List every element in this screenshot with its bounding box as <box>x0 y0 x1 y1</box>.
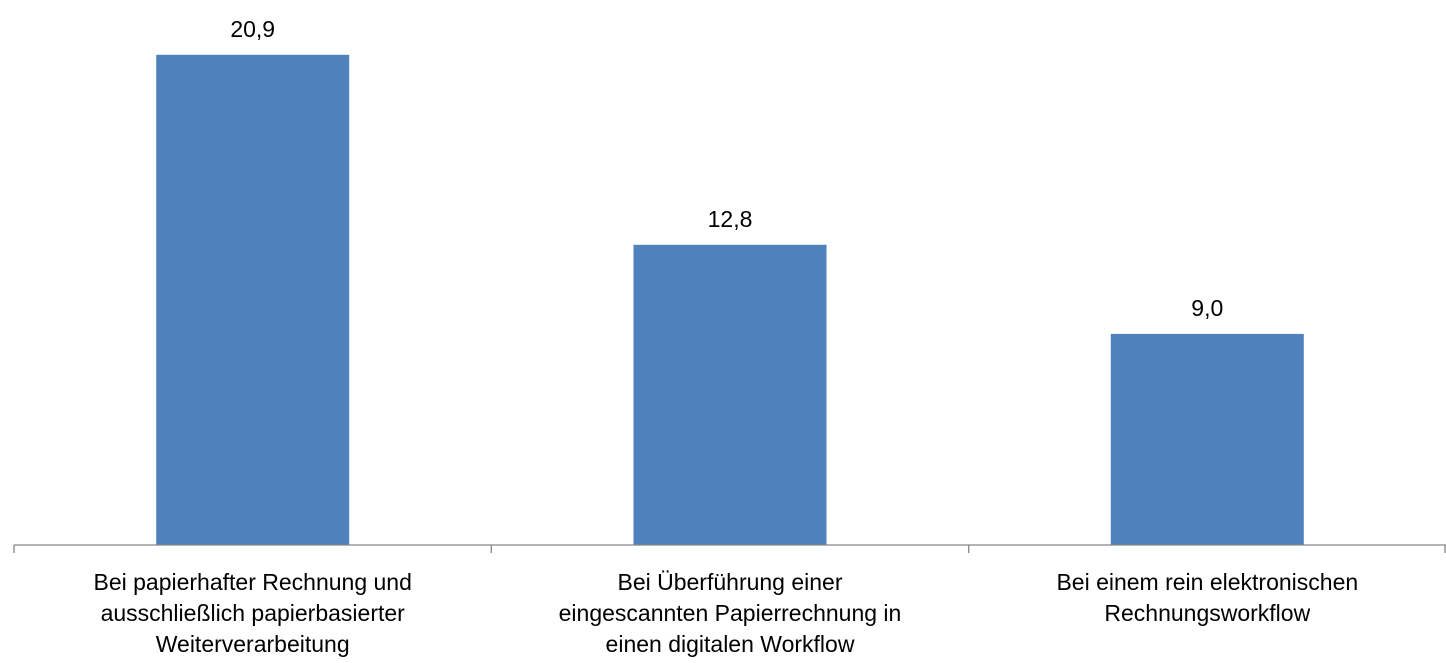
bar-3 <box>1110 333 1304 545</box>
category-label-line: Bei papierhafter Rechnung und <box>93 569 411 595</box>
category-label-line: Bei einem rein elektronischen <box>1056 569 1358 595</box>
category-label-line: eingescannten Papierrechnung in <box>559 600 902 626</box>
value-labels-group: 20,9 12,8 9,0 <box>230 16 1223 321</box>
category-label-line: Bei Überführung einer <box>617 569 842 595</box>
value-label-3: 9,0 <box>1191 295 1223 321</box>
category-label-line: einen digitalen Workflow <box>606 631 855 657</box>
category-label-line: ausschließlich papierbasierter <box>101 600 406 626</box>
category-label-line: Weiterverarbeitung <box>156 631 350 657</box>
bar-2 <box>633 244 827 546</box>
bars-group <box>156 54 1304 546</box>
value-label-1: 20,9 <box>230 16 275 42</box>
category-label-2: Bei Überführung einer eingescannten Papie… <box>559 569 902 657</box>
category-labels-group: Bei papierhafter Rechnung und ausschließl… <box>93 569 1358 657</box>
category-label-line: Rechnungsworkflow <box>1104 600 1310 626</box>
category-label-1: Bei papierhafter Rechnung und ausschließl… <box>93 569 411 657</box>
bar-1 <box>156 54 350 546</box>
value-label-2: 12,8 <box>708 206 753 232</box>
x-axis <box>13 544 1446 553</box>
category-label-3: Bei einem rein elektronischen Rechnungswo… <box>1056 569 1358 626</box>
